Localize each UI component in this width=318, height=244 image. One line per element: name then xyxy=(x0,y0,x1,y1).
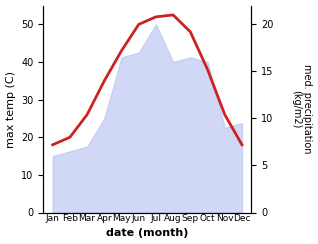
X-axis label: date (month): date (month) xyxy=(106,228,189,238)
Y-axis label: med. precipitation
(kg/m2): med. precipitation (kg/m2) xyxy=(291,64,313,154)
Y-axis label: max temp (C): max temp (C) xyxy=(5,71,16,148)
